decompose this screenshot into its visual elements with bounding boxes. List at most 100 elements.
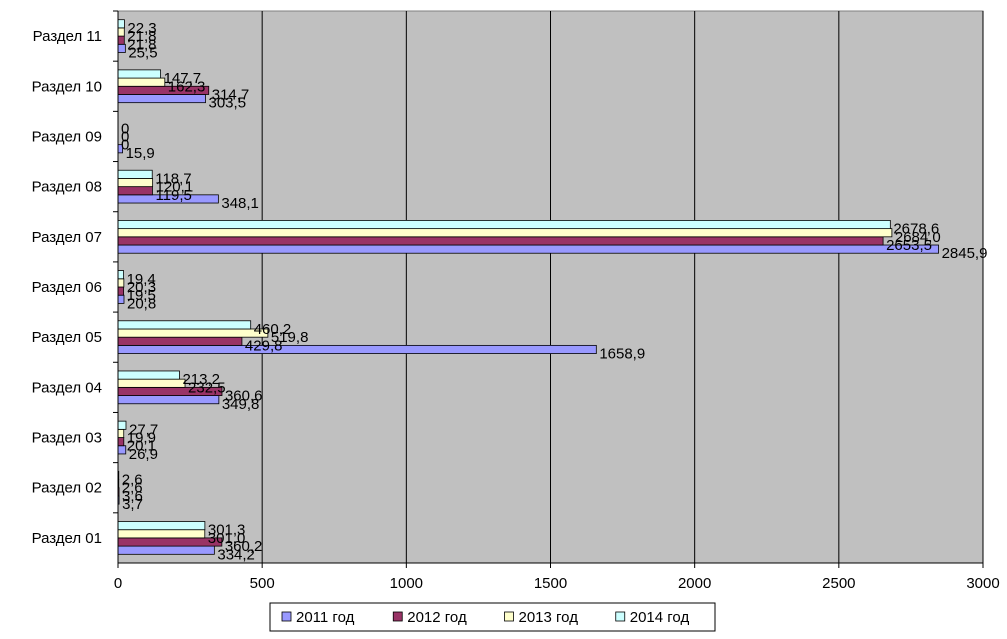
data-label: 2684,0 [895,229,941,246]
x-tick-label: 1500 [534,575,567,592]
bar [117,77,166,87]
data-label: 19,4 [127,271,156,288]
data-label: 334,2 [217,546,255,563]
x-tick-label: 500 [250,575,275,592]
data-label: 0 [121,137,129,154]
legend-label: 2013 год [519,609,579,626]
data-label: 301,0 [208,530,246,547]
legend-label: 2014 год [630,609,690,626]
data-label: 20,1 [127,438,156,455]
data-label: 20,8 [127,295,156,312]
category-label: Раздел 07 [32,229,102,246]
bar [117,27,125,37]
bar [117,278,125,288]
category-label: Раздел 01 [32,530,102,547]
category-label: Раздел 02 [32,480,102,497]
data-label: 314,7 [212,86,250,103]
data-label: 21,8 [127,36,156,53]
data-label: 22,3 [127,20,156,37]
data-label: 460,2 [254,321,292,338]
bar [117,236,884,246]
data-label: 119,5 [155,187,191,204]
data-label: 118,7 [155,170,191,187]
x-tick-label: 2000 [678,575,711,592]
data-label: 429,8 [245,337,283,354]
legend-label: 2012 год [407,609,467,626]
data-label: 2653,5 [886,237,932,254]
data-label: 147,7 [164,70,202,87]
data-label: 3,6 [122,488,143,505]
bar [117,294,125,304]
bar [117,220,891,230]
legend-swatch [504,611,514,622]
bar [117,35,125,45]
legend-swatch [615,611,626,622]
x-tick-label: 0 [114,575,122,592]
data-label: 3,7 [122,496,143,513]
bar [117,428,125,438]
x-tick-label: 1000 [390,575,423,592]
bar [117,19,125,29]
category-label: Раздел 06 [32,279,102,296]
data-label: 303,5 [209,95,247,112]
category-label: Раздел 09 [32,128,102,145]
data-label: 162,3 [168,78,206,95]
data-label: 25,5 [128,44,157,61]
x-tick-label: 2500 [822,575,855,592]
data-label: 21,8 [127,28,156,45]
category-label: Раздел 05 [32,329,102,346]
bar [117,169,153,179]
legend-box [269,602,716,632]
category-label: Раздел 10 [32,78,102,95]
data-label: 27,7 [129,421,158,438]
bar [117,420,127,430]
bar [117,286,125,296]
data-label: 301,3 [208,522,246,539]
x-tick-label: 3000 [966,575,999,592]
bar [117,521,206,531]
bar [117,336,243,346]
data-label: 26,9 [129,446,158,463]
data-label: 120,1 [156,179,194,196]
bar [117,437,125,447]
data-label: 2678,6 [893,221,939,238]
bar [117,69,161,79]
data-label: 519,8 [271,329,309,346]
bar [117,244,939,254]
bar [117,43,126,53]
data-label: 0 [121,128,129,145]
data-label: 19,9 [127,430,156,447]
legend-swatch [281,611,292,622]
data-label: 2845,9 [942,245,988,262]
category-label: Раздел 03 [32,430,102,447]
data-label: 360,6 [225,388,263,405]
bar [117,328,269,338]
data-label: 1658,9 [599,346,645,363]
bar [117,395,220,405]
data-label: 348,1 [221,195,259,212]
data-label: 2,6 [122,472,143,489]
bar [117,94,206,104]
data-label: 213,2 [182,371,220,388]
bar [117,529,206,539]
legend-swatch [392,611,403,622]
data-label: 2,6 [122,480,143,497]
bar [117,370,180,380]
category-label: Раздел 11 [33,28,102,45]
data-label: 19,5 [127,287,156,304]
data-label: 0 [121,120,129,137]
bar [117,378,186,388]
bar [117,537,223,547]
bar [117,320,252,330]
data-label: 360,2 [225,538,263,555]
bar [117,178,154,188]
legend-label: 2011 год [296,609,355,626]
bar [117,545,215,555]
bar [117,186,153,196]
data-label: 232,5 [188,379,226,396]
category-label: Раздел 08 [32,179,102,196]
category-label: Раздел 04 [32,379,102,396]
bar [117,445,127,455]
